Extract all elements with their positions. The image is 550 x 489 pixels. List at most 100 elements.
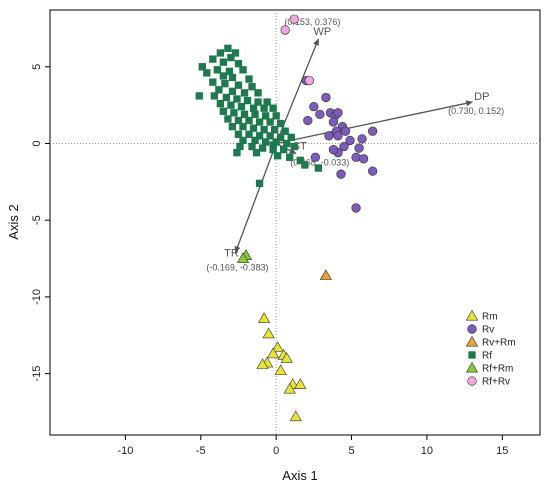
point-rv: [345, 135, 355, 146]
vector-dp-coords: (0.730, 0.152): [448, 106, 504, 116]
vector-wp-coords: (0.153, 0.376): [284, 17, 340, 27]
y-tick-label: -5: [31, 215, 43, 225]
x-tick-label: 0: [273, 445, 279, 457]
point-rf: [239, 122, 247, 131]
point-rf: [251, 136, 259, 145]
point-rf: [270, 126, 279, 134]
point-rv: [324, 131, 334, 141]
point-rv: [336, 169, 346, 179]
point-rf: [203, 69, 211, 77]
point-rf: [255, 179, 264, 188]
point-rf-plus-rv: [304, 75, 314, 86]
point-rf: [269, 141, 277, 149]
point-rf: [260, 126, 268, 134]
point-rf: [198, 63, 206, 71]
legend-marker-rv: [467, 324, 477, 334]
point-rf: [314, 164, 323, 172]
point-rv: [358, 154, 369, 164]
reference-lines: [50, 10, 540, 435]
point-rf: [272, 112, 280, 120]
point-rf-plus-rm: [236, 252, 250, 264]
legend-label-rf-plus-rm: Rf+Rm: [482, 364, 513, 375]
legend-marker-rm: [465, 309, 479, 321]
point-rf-plus-rv: [280, 25, 290, 35]
legend-label-rf: Rf: [482, 351, 492, 362]
point-rf: [266, 132, 274, 140]
point-rm: [294, 378, 307, 389]
point-rf: [290, 142, 298, 151]
legend-marker-rv-plus-rm: [465, 335, 479, 347]
point-rf: [252, 149, 261, 157]
vector-dp-label: DP: [474, 91, 489, 103]
point-rf: [269, 104, 277, 112]
point-rm: [274, 364, 287, 376]
y-tick-label: 0: [31, 140, 43, 146]
legend-marker-rf-plus-rm: [465, 361, 479, 373]
point-rf: [283, 139, 291, 148]
x-axis-title: Axis 1: [282, 468, 317, 483]
point-rf: [234, 60, 243, 68]
point-rf: [228, 73, 237, 82]
point-rv: [303, 115, 313, 126]
point-rm: [283, 382, 296, 394]
point-rf: [245, 116, 253, 125]
point-rf: [301, 161, 309, 169]
point-rf: [219, 58, 228, 66]
point-rf: [233, 149, 241, 157]
point-rf: [228, 122, 237, 131]
x-tick-label: -10: [117, 445, 133, 457]
point-rf: [258, 144, 267, 152]
x-axis-ticks: -10 -5 0 5 10 15: [117, 435, 508, 457]
point-rf: [227, 53, 235, 62]
point-rf: [286, 153, 294, 161]
point-rv: [315, 109, 325, 119]
point-rf: [261, 112, 270, 120]
point-rf: [254, 98, 262, 106]
point-rf: [255, 118, 264, 126]
vector-tr-arrow: [234, 143, 277, 254]
point-rv: [333, 131, 343, 141]
legend-label-rm: Rm: [482, 312, 498, 323]
point-rv: [333, 108, 343, 118]
x-tick-label: 5: [348, 445, 354, 457]
point-rv: [368, 126, 378, 136]
biplot-vectors: WP(0.153, 0.376)DP(0.730, 0.152)ST(0.068…: [206, 17, 504, 272]
point-rf: [234, 130, 243, 138]
point-rf: [255, 132, 264, 140]
vector-wp-label: WP: [314, 26, 332, 38]
y-tick-label: -10: [31, 289, 43, 305]
y-axis-ticks: 5 0 -5 -10 -15: [31, 64, 50, 382]
point-rf: [263, 98, 271, 106]
point-rv: [328, 117, 339, 127]
y-tick-label: -15: [31, 366, 43, 382]
point-rf: [219, 107, 228, 115]
point-rf: [240, 110, 249, 119]
point-rf: [233, 95, 241, 103]
point-rf: [260, 104, 268, 112]
point-rf: [224, 44, 232, 53]
point-rf: [230, 109, 238, 117]
y-tick-label: 5: [31, 64, 43, 70]
point-rf: [269, 145, 277, 154]
point-rf: [210, 92, 219, 100]
data-points: [195, 14, 378, 422]
vector-tr-label: TR: [224, 247, 239, 259]
point-rf: [240, 89, 249, 97]
point-rv: [339, 141, 349, 152]
point-rf: [245, 75, 253, 83]
point-rf: [296, 156, 304, 165]
point-rf: [216, 99, 225, 108]
point-rm: [262, 327, 275, 339]
point-rf: [234, 81, 243, 89]
point-rf: [249, 104, 258, 112]
point-rf: [239, 66, 247, 74]
point-rf: [209, 55, 217, 63]
point-rv: [354, 143, 364, 153]
point-rf: [281, 127, 289, 135]
plot-area-frame: [49, 9, 541, 436]
point-rf: [277, 133, 285, 142]
legend-marker-rf-plus-rv: [467, 376, 477, 386]
point-rf: [280, 145, 288, 154]
point-rf: [234, 116, 243, 125]
